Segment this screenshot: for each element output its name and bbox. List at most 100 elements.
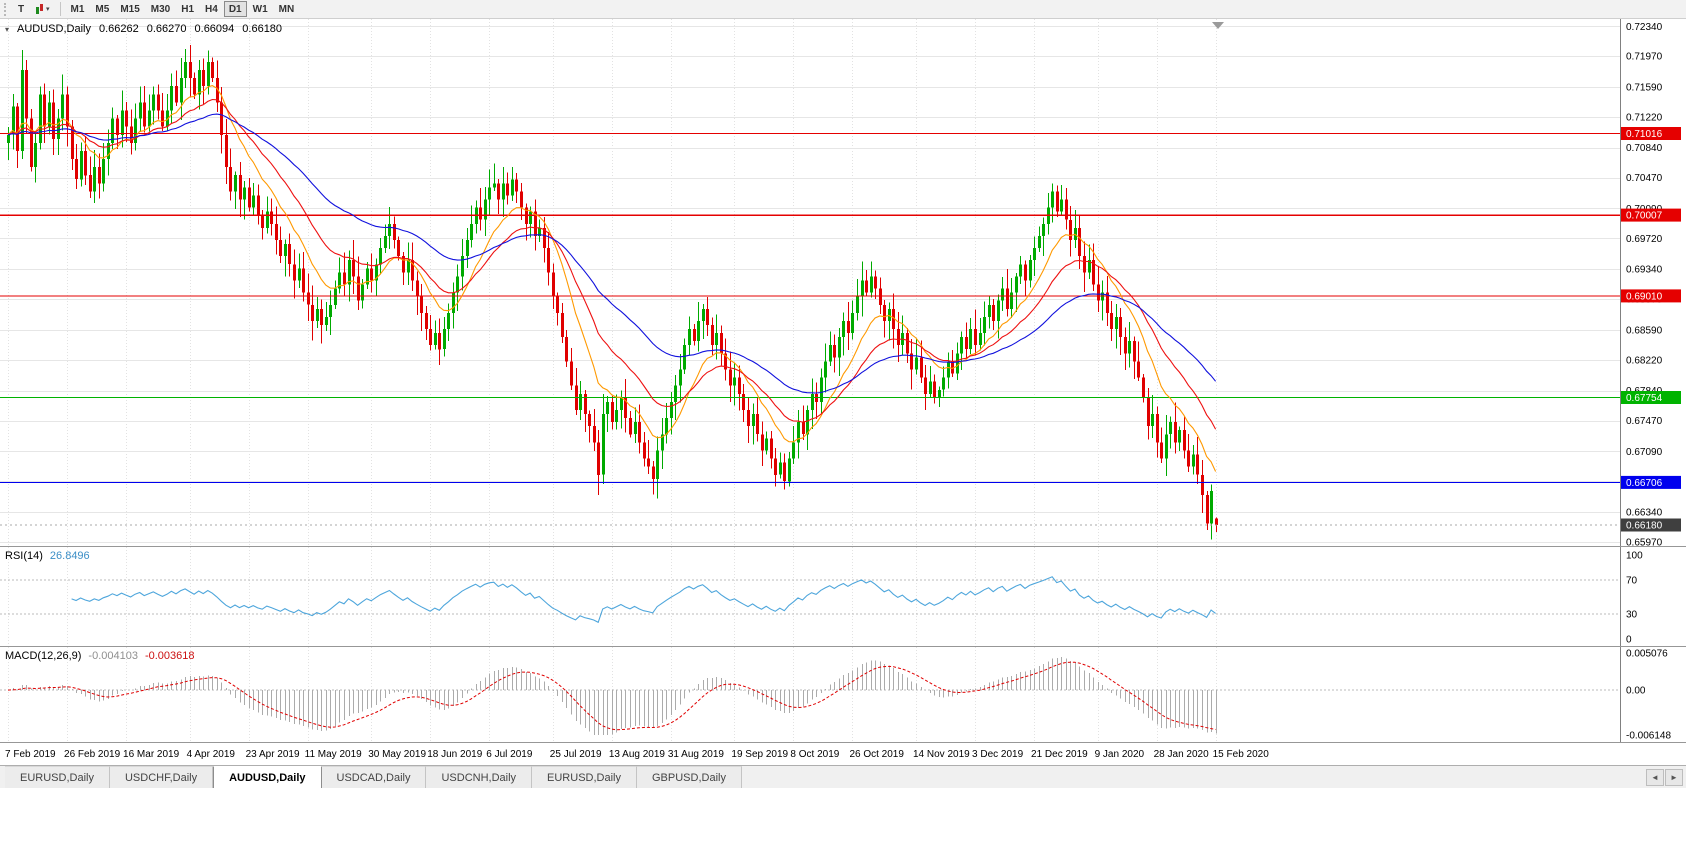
timeframe-button-h4[interactable]: H4 <box>200 1 223 17</box>
svg-text:28 Jan 2020: 28 Jan 2020 <box>1154 749 1209 760</box>
price-level-label: 0.67754 <box>1621 391 1681 404</box>
chart-tab-usdchf-daily[interactable]: USDCHF,Daily <box>109 766 214 788</box>
svg-text:0.67754: 0.67754 <box>1626 393 1663 404</box>
svg-text:16 Mar 2019: 16 Mar 2019 <box>123 749 180 760</box>
chart-shift-marker[interactable] <box>1212 22 1224 29</box>
svg-text:19 Sep 2019: 19 Sep 2019 <box>731 749 788 760</box>
svg-text:0.00: 0.00 <box>1626 686 1646 697</box>
price-level-label: 0.66706 <box>1621 475 1681 489</box>
timeframe-button-h1[interactable]: H1 <box>176 1 199 17</box>
svg-text:0.67090: 0.67090 <box>1626 447 1663 458</box>
window-filler <box>0 788 1686 846</box>
svg-text:26 Feb 2019: 26 Feb 2019 <box>64 749 121 760</box>
svg-text:0.66706: 0.66706 <box>1626 478 1663 489</box>
svg-text:15 Feb 2020: 15 Feb 2020 <box>1213 749 1270 760</box>
svg-text:100: 100 <box>1626 551 1643 562</box>
svg-text:11 May 2019: 11 May 2019 <box>305 749 363 760</box>
macd-indicator-pane: 0.005076 0.00 -0.006148 MACD(12,26,9) -0.0… <box>0 647 1686 743</box>
svg-text:31 Aug 2019: 31 Aug 2019 <box>668 749 725 760</box>
vertical-gridlines <box>8 547 1217 646</box>
svg-text:26 Oct 2019: 26 Oct 2019 <box>849 749 904 760</box>
chevron-down-icon: ▾ <box>46 6 50 13</box>
svg-text:8 Oct 2019: 8 Oct 2019 <box>790 749 839 760</box>
rsi-indicator-pane: 100 70 30 0 RSI(14) 26.8496 <box>0 547 1686 647</box>
macd-histogram <box>12 657 1218 735</box>
svg-text:0.66180: 0.66180 <box>1626 520 1663 531</box>
timeframe-buttons: M1 M5 M15 M30 H1 H4 D1 W1 MN <box>66 1 300 17</box>
chart-tab-usdcnh-daily[interactable]: USDCNH,Daily <box>426 766 533 788</box>
svg-text:3 Dec 2019: 3 Dec 2019 <box>972 749 1024 760</box>
time-axis-canvas[interactable]: 7 Feb 2019 26 Feb 2019 16 Mar 2019 4 Apr 20… <box>0 743 1686 765</box>
toolbar-separator <box>59 2 61 16</box>
date-labels: 7 Feb 2019 26 Feb 2019 16 Mar 2019 4 Apr 20… <box>5 749 1269 760</box>
moving-average-52 <box>7 113 1217 394</box>
timeframe-button-m15[interactable]: M15 <box>115 1 144 17</box>
moving-average-12 <box>7 85 1217 472</box>
svg-text:70: 70 <box>1626 576 1638 587</box>
svg-text:14 Nov 2019: 14 Nov 2019 <box>913 749 970 760</box>
price-axis-ticks: 0.72340 0.71970 0.71590 0.71220 0.70840 0.704… <box>1626 22 1663 546</box>
timeframe-button-m30[interactable]: M30 <box>146 1 175 17</box>
svg-text:0.72340: 0.72340 <box>1626 22 1663 33</box>
chart-tabs: EURUSD,Daily USDCHF,Daily AUDUSD,Daily USDC… <box>5 766 742 788</box>
svg-text:25 Jul 2019: 25 Jul 2019 <box>550 749 602 760</box>
svg-text:0.69340: 0.69340 <box>1626 265 1663 276</box>
price-chart-pane: 0.72340 0.71970 0.71590 0.71220 0.70840 0.704… <box>0 19 1686 547</box>
timeframe-button-m1[interactable]: M1 <box>66 1 90 17</box>
svg-text:0.65970: 0.65970 <box>1626 537 1663 546</box>
svg-text:0.66340: 0.66340 <box>1626 508 1663 519</box>
svg-text:0.70840: 0.70840 <box>1626 143 1663 154</box>
svg-text:0.71016: 0.71016 <box>1626 129 1663 140</box>
chart-tab-audusd-daily[interactable]: AUDUSD,Daily <box>213 766 322 788</box>
svg-text:0.71590: 0.71590 <box>1626 83 1663 94</box>
timeframe-button-d1[interactable]: D1 <box>223 1 247 17</box>
chart-tab-eurusd-daily[interactable]: EURUSD,Daily <box>532 766 637 788</box>
tabs-scroll-controls: ◄ ► <box>1646 766 1686 788</box>
svg-text:30 May 2019: 30 May 2019 <box>368 749 426 760</box>
svg-text:0.71220: 0.71220 <box>1626 112 1663 123</box>
toolbar-grip[interactable] <box>4 2 8 16</box>
text-tool-button[interactable]: T <box>12 1 30 17</box>
svg-text:9 Jan 2020: 9 Jan 2020 <box>1095 749 1145 760</box>
chart-tab-gbpusd-daily[interactable]: GBPUSD,Daily <box>637 766 742 788</box>
horizontal-level-lines[interactable] <box>0 132 1620 484</box>
horizontal-gridlines <box>0 26 1620 543</box>
svg-text:13 Aug 2019: 13 Aug 2019 <box>609 749 666 760</box>
moving-average-24 <box>7 98 1217 430</box>
chart-type-button[interactable]: ▾ <box>30 1 55 17</box>
candlestick-chart-icon <box>35 3 44 15</box>
svg-text:0.68590: 0.68590 <box>1626 325 1663 336</box>
svg-text:6 Jul 2019: 6 Jul 2019 <box>486 749 533 760</box>
svg-text:0.005076: 0.005076 <box>1626 649 1668 660</box>
price-chart-canvas[interactable]: 0.72340 0.71970 0.71590 0.71220 0.70840 0.704… <box>0 19 1686 546</box>
price-level-label: 0.66180 <box>1621 518 1681 532</box>
time-axis[interactable]: 7 Feb 2019 26 Feb 2019 16 Mar 2019 4 Apr 20… <box>0 743 1686 765</box>
macd-canvas[interactable]: 0.005076 0.00 -0.006148 <box>0 647 1686 742</box>
svg-text:0.68220: 0.68220 <box>1626 355 1663 366</box>
svg-text:0.67470: 0.67470 <box>1626 416 1663 427</box>
svg-text:23 Apr 2019: 23 Apr 2019 <box>246 749 300 760</box>
vertical-gridlines <box>8 647 1217 742</box>
svg-text:21 Dec 2019: 21 Dec 2019 <box>1031 749 1088 760</box>
chart-tabs-bar: EURUSD,Daily USDCHF,Daily AUDUSD,Daily USDC… <box>0 765 1686 788</box>
svg-text:0.71970: 0.71970 <box>1626 52 1663 63</box>
tabs-scroll-right-button[interactable]: ► <box>1665 768 1683 786</box>
chart-tab-eurusd-daily[interactable]: EURUSD,Daily <box>5 766 110 788</box>
svg-text:7 Feb 2019: 7 Feb 2019 <box>5 749 56 760</box>
svg-text:0.69010: 0.69010 <box>1626 291 1663 302</box>
svg-text:-0.006148: -0.006148 <box>1626 731 1671 742</box>
timeframe-button-mn[interactable]: MN <box>274 1 300 17</box>
svg-text:0: 0 <box>1626 635 1632 646</box>
tabs-scroll-left-button[interactable]: ◄ <box>1646 768 1664 786</box>
timeframe-button-w1[interactable]: W1 <box>248 1 273 17</box>
rsi-canvas[interactable]: 100 70 30 0 <box>0 547 1686 646</box>
chart-tab-usdcad-daily[interactable]: USDCAD,Daily <box>321 766 427 788</box>
vertical-gridlines <box>8 19 1217 546</box>
svg-text:18 Jun 2019: 18 Jun 2019 <box>427 749 482 760</box>
svg-text:0.70007: 0.70007 <box>1626 211 1663 222</box>
price-level-label: 0.70007 <box>1621 208 1681 222</box>
timeframe-button-m5[interactable]: M5 <box>90 1 114 17</box>
price-level-label: 0.69010 <box>1621 289 1681 303</box>
svg-text:0.70470: 0.70470 <box>1626 173 1663 184</box>
